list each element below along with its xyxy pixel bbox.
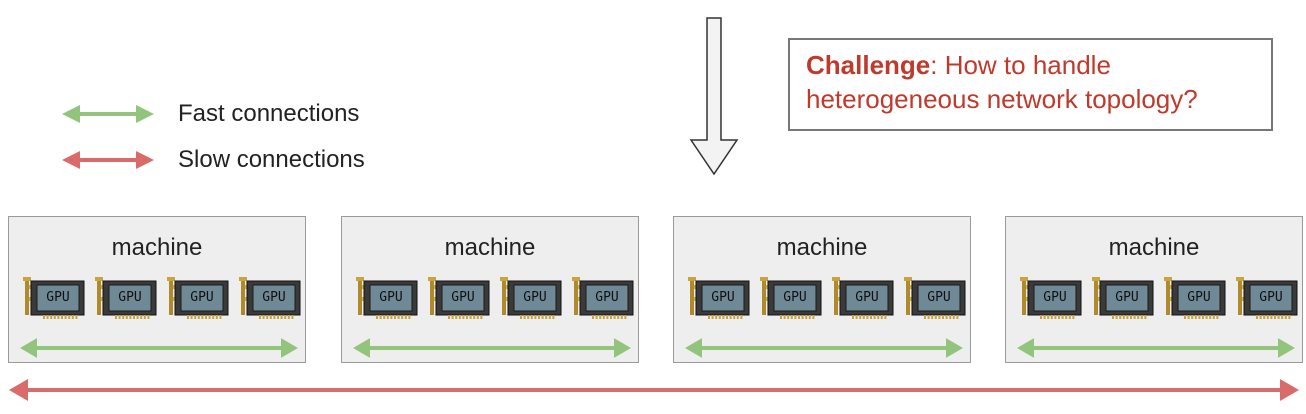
challenge-rest: : How to handle bbox=[930, 50, 1111, 80]
gpu-card-icon bbox=[1236, 277, 1298, 319]
gpu-card: GPU bbox=[356, 275, 419, 321]
gpu-label: GPU bbox=[711, 290, 735, 305]
machine-box: machine GPU GPU GPU GPU bbox=[1005, 216, 1303, 363]
gpu-card-icon bbox=[500, 277, 562, 319]
gpu-card: GPU bbox=[1092, 275, 1155, 321]
gpu-label: GPU bbox=[595, 290, 619, 305]
challenge-line-2: heterogeneous network topology? bbox=[806, 84, 1198, 114]
gpu-card: GPU bbox=[904, 275, 967, 321]
gpu-label: GPU bbox=[1043, 290, 1067, 305]
gpu-card-icon bbox=[904, 277, 966, 319]
machine-title: machine bbox=[444, 234, 536, 261]
gpu-label: GPU bbox=[451, 290, 475, 305]
gpu-card-icon bbox=[832, 277, 894, 319]
gpu-label: GPU bbox=[855, 290, 879, 305]
gpu-label: GPU bbox=[1259, 290, 1283, 305]
fast-connection-arrow-icon bbox=[62, 105, 154, 123]
gpu-card-icon bbox=[95, 277, 157, 319]
machine-box: machine GPU GPU GPU GPU bbox=[341, 216, 639, 363]
fast-connection-arrow bbox=[1017, 338, 1295, 358]
gpu-card-icon bbox=[572, 277, 634, 319]
gpu-card: GPU bbox=[500, 275, 563, 321]
machine-title: machine bbox=[776, 234, 868, 261]
gpu-group: GPU GPU GPU GPU bbox=[23, 275, 302, 321]
gpu-card-icon bbox=[239, 277, 301, 319]
gpu-label: GPU bbox=[523, 290, 547, 305]
gpu-card-icon bbox=[760, 277, 822, 319]
machine-box: machine GPU GPU GPU GPU bbox=[8, 216, 306, 363]
challenge-bold: Challenge bbox=[806, 50, 931, 80]
gpu-card: GPU bbox=[760, 275, 823, 321]
gpu-card: GPU bbox=[1020, 275, 1083, 321]
gpu-card: GPU bbox=[239, 275, 302, 321]
gpu-label: GPU bbox=[1187, 290, 1211, 305]
down-arrow-icon bbox=[689, 17, 739, 176]
fast-connection-arrow bbox=[685, 338, 963, 358]
gpu-label: GPU bbox=[262, 290, 286, 305]
gpu-card: GPU bbox=[23, 275, 86, 321]
gpu-card-icon bbox=[688, 277, 750, 319]
machine-title: machine bbox=[111, 234, 203, 261]
slow-connection-arrow-icon bbox=[62, 151, 154, 169]
gpu-card: GPU bbox=[688, 275, 751, 321]
gpu-card: GPU bbox=[1164, 275, 1227, 321]
legend-slow-connections: Slow connections bbox=[60, 145, 365, 175]
gpu-label: GPU bbox=[927, 290, 951, 305]
fast-connection-arrow bbox=[353, 338, 631, 358]
gpu-label: GPU bbox=[1115, 290, 1139, 305]
gpu-card-icon bbox=[167, 277, 229, 319]
machine-box: machine GPU GPU GPU GPU bbox=[673, 216, 971, 363]
machine-title: machine bbox=[1108, 234, 1200, 261]
gpu-card: GPU bbox=[95, 275, 158, 321]
gpu-card-icon bbox=[428, 277, 490, 319]
gpu-label: GPU bbox=[118, 290, 142, 305]
gpu-card: GPU bbox=[832, 275, 895, 321]
gpu-card: GPU bbox=[572, 275, 635, 321]
gpu-label: GPU bbox=[379, 290, 403, 305]
fast-connection-arrow bbox=[20, 338, 298, 358]
gpu-card-icon bbox=[1164, 277, 1226, 319]
challenge-line-1: Challenge: How to handle bbox=[806, 48, 1257, 82]
gpu-card-icon bbox=[356, 277, 418, 319]
legend-fast-connections: Fast connections bbox=[60, 99, 359, 129]
gpu-card-icon bbox=[1020, 277, 1082, 319]
gpu-label: GPU bbox=[783, 290, 807, 305]
gpu-group: GPU GPU GPU GPU bbox=[688, 275, 967, 321]
gpu-card-icon bbox=[23, 277, 85, 319]
slow-connection-arrow bbox=[9, 379, 1299, 401]
gpu-group: GPU GPU GPU GPU bbox=[1020, 275, 1299, 321]
legend-fast-label: Fast connections bbox=[178, 100, 360, 127]
gpu-card: GPU bbox=[428, 275, 491, 321]
gpu-group: GPU GPU GPU GPU bbox=[356, 275, 635, 321]
gpu-card: GPU bbox=[1236, 275, 1299, 321]
gpu-card: GPU bbox=[167, 275, 230, 321]
gpu-card-icon bbox=[1092, 277, 1154, 319]
gpu-label: GPU bbox=[190, 290, 214, 305]
gpu-label: GPU bbox=[46, 290, 70, 305]
challenge-callout: Challenge: How to handle heterogeneous n… bbox=[788, 38, 1273, 131]
legend-slow-label: Slow connections bbox=[178, 146, 365, 173]
